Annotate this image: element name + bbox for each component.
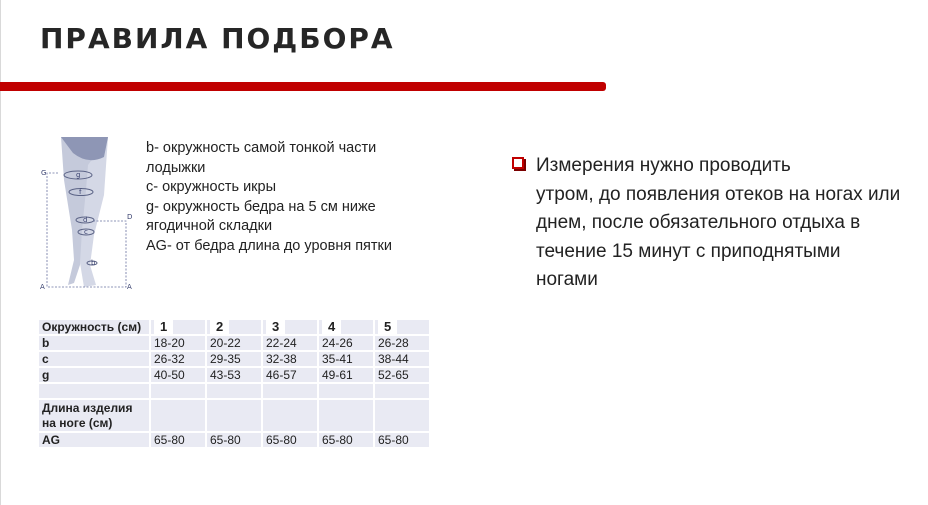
cell: 49-61 xyxy=(317,366,375,384)
cell: 65-80 xyxy=(205,431,263,449)
size-table: Окружность (см) 1 2 3 4 5 b 18-20 20-22 … xyxy=(37,318,431,449)
legend-b: b- окружность самой тонкой части лодыжки xyxy=(146,140,377,176)
cell: 52-65 xyxy=(373,366,431,384)
cell xyxy=(261,398,319,433)
size-1: 1 xyxy=(154,320,174,334)
cell: 20-22 xyxy=(205,334,263,352)
size-4: 4 xyxy=(322,320,342,334)
cell xyxy=(205,398,263,433)
label-b: b xyxy=(91,259,96,267)
cell: 65-80 xyxy=(261,431,319,449)
legend-c: c- окружность икры xyxy=(146,179,277,195)
cell: 18-20 xyxy=(149,334,207,352)
header-label: Окружность (см) xyxy=(37,318,151,336)
table-row: g 40-50 43-53 46-57 49-61 52-65 xyxy=(37,366,431,384)
row-label xyxy=(37,382,151,400)
label-c: c xyxy=(84,228,88,236)
label-d: d xyxy=(83,216,87,224)
cell: 65-80 xyxy=(373,431,431,449)
row-label: AG xyxy=(37,431,151,449)
cell: 38-44 xyxy=(373,350,431,368)
note-rest: утром, до появления отеков на ногах или … xyxy=(536,183,901,291)
note-first-line: Измерения нужно проводить xyxy=(536,155,791,176)
square-bullet-icon xyxy=(512,157,524,169)
row-label: Длина изделия на ноге (см) xyxy=(37,398,151,433)
measurement-legend: b- окружность самой тонкой части лодыжки… xyxy=(146,139,436,256)
legend-ag: AG- от бедра длина до уровня пятки xyxy=(146,237,392,254)
cell xyxy=(261,382,319,400)
table-row: c 26-32 29-35 32-38 35-41 38-44 xyxy=(37,350,431,368)
cell: 65-80 xyxy=(317,431,375,449)
cell: 35-41 xyxy=(317,350,375,368)
cell xyxy=(373,398,431,433)
row-label: b xyxy=(37,334,151,352)
cell xyxy=(205,382,263,400)
cell: 46-57 xyxy=(261,366,319,384)
cell xyxy=(373,382,431,400)
cell: 26-28 xyxy=(373,334,431,352)
leg-measurement-diagram: g f d c b G D A A xyxy=(40,137,132,290)
cell: 32-38 xyxy=(261,350,319,368)
label-G: G xyxy=(41,169,46,177)
cell xyxy=(317,398,375,433)
row-label: c xyxy=(37,350,151,368)
label-A-left: A xyxy=(40,283,45,290)
legend-g: g- окружность бедра на 5 см ниже ягодичн… xyxy=(146,198,376,235)
size-5: 5 xyxy=(378,320,398,334)
cell: 26-32 xyxy=(149,350,207,368)
cell: 40-50 xyxy=(149,366,207,384)
table-row: b 18-20 20-22 22-24 24-26 26-28 xyxy=(37,334,431,352)
table-row-empty xyxy=(37,382,431,400)
label-A-right: A xyxy=(127,283,132,290)
cell: 24-26 xyxy=(317,334,375,352)
label-f: f xyxy=(79,188,82,196)
label-D: D xyxy=(127,213,132,221)
table-header-row: Окружность (см) 1 2 3 4 5 xyxy=(37,318,431,336)
cell: 43-53 xyxy=(205,366,263,384)
title-underline xyxy=(0,82,606,91)
cell xyxy=(317,382,375,400)
cell xyxy=(149,398,207,433)
cell: 29-35 xyxy=(205,350,263,368)
cell xyxy=(149,382,207,400)
size-3: 3 xyxy=(266,320,286,334)
row-label: g xyxy=(37,366,151,384)
cell: 65-80 xyxy=(149,431,207,449)
slide-border xyxy=(0,0,1,505)
cell: 22-24 xyxy=(261,334,319,352)
label-g: g xyxy=(76,171,80,179)
table-row: AG 65-80 65-80 65-80 65-80 65-80 xyxy=(37,431,431,449)
measurement-note: Измерения нужно проводить утром, до появ… xyxy=(512,152,902,295)
size-2: 2 xyxy=(210,320,230,334)
table-row: Длина изделия на ноге (см) xyxy=(37,398,431,433)
page-title: ПРАВИЛА ПОДБОРА xyxy=(40,22,395,55)
